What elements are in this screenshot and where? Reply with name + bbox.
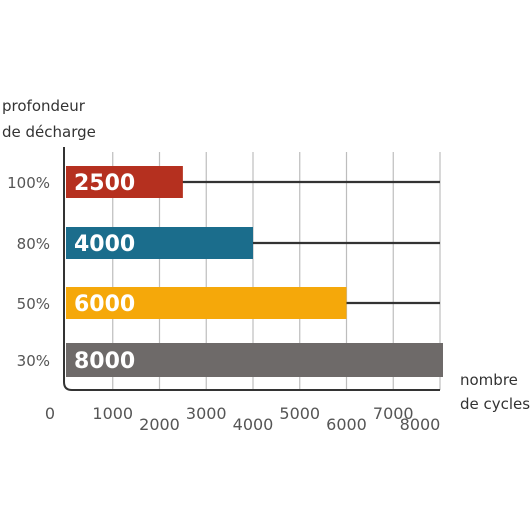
category-label: 100% (7, 174, 50, 192)
category-label: 50% (17, 295, 50, 313)
x-axis-title-line-1: nombre (460, 371, 518, 389)
tick-label: 1000 (92, 404, 133, 423)
tick-label: 8000 (400, 415, 441, 434)
x-axis-title-line-2: de cycles (460, 395, 530, 413)
category-label: 30% (17, 352, 50, 370)
y-axis-title-line-1: profondeur (2, 97, 86, 115)
y-axis-title-line-2: de décharge (2, 123, 96, 141)
data-label: 6000 (74, 292, 135, 317)
axis-line (63, 147, 440, 391)
bar (66, 166, 183, 198)
bar (66, 227, 253, 259)
data-label: 4000 (74, 232, 135, 257)
bars: 2500 4000 6000 8000 (66, 166, 443, 377)
data-label: 8000 (74, 349, 135, 374)
tick-label: 2000 (139, 415, 180, 434)
tick-label: 0 (45, 404, 55, 423)
tick-label: 4000 (233, 415, 274, 434)
tick-label: 3000 (186, 404, 227, 423)
tick-label: 6000 (326, 415, 367, 434)
bar (66, 287, 347, 319)
category-label: 80% (17, 235, 50, 253)
tick-label: 5000 (279, 404, 320, 423)
data-label: 2500 (74, 171, 135, 196)
category-labels: 100% 80% 50% 30% (7, 174, 50, 370)
bar (66, 343, 443, 377)
tick-label: 7000 (373, 404, 414, 423)
